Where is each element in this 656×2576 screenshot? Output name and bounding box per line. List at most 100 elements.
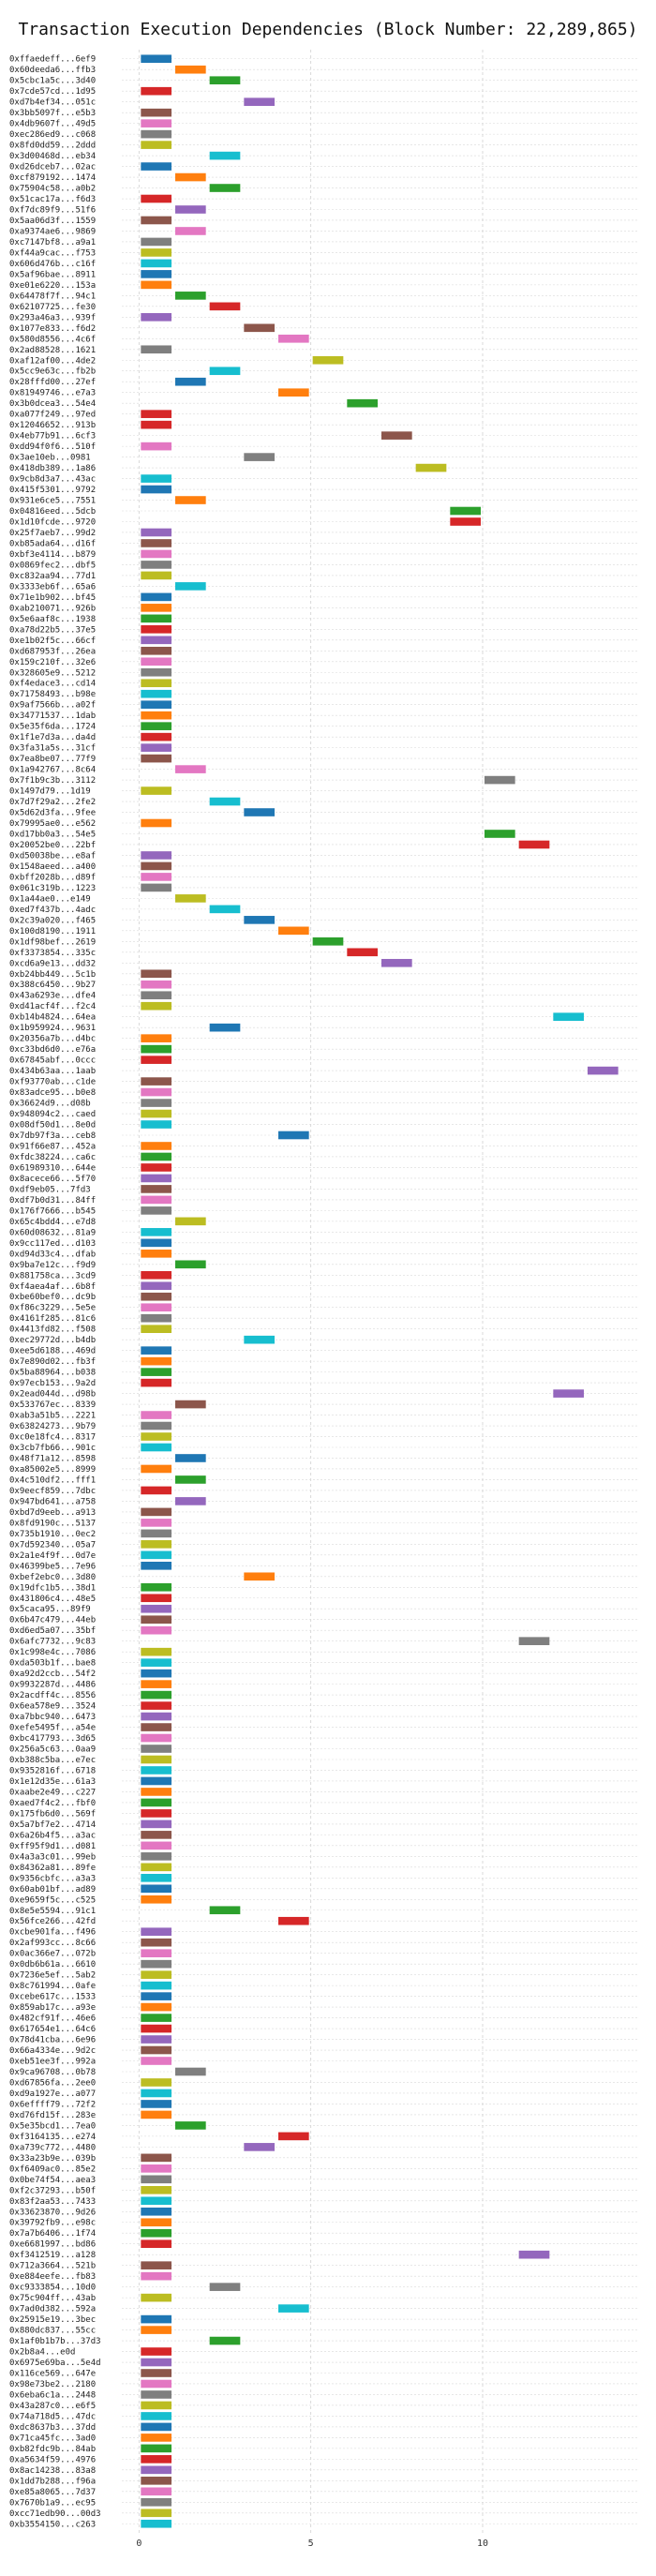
tx-bar — [175, 1217, 206, 1226]
tx-label: 0xc7147bf8...a9a1 — [9, 238, 96, 247]
tx-bar — [209, 905, 241, 914]
tx-label: 0x8ac14238...83a8 — [9, 2466, 96, 2476]
tx-bar — [175, 1497, 206, 1505]
tx-bar — [175, 1400, 206, 1409]
tx-label: 0xa077f249...97ed — [9, 411, 96, 420]
tx-bar — [244, 1572, 275, 1581]
tx-bar — [141, 1766, 171, 1775]
tx-bar — [141, 119, 171, 127]
tx-label: 0x56fce266...42fd — [9, 1917, 96, 1926]
tx-label: 0xcebe617c...1533 — [9, 1993, 96, 2002]
tx-bar — [141, 2412, 171, 2420]
tx-bar — [347, 948, 378, 957]
tx-label: 0xee5d6188...469d — [9, 1347, 96, 1356]
tx-bar — [141, 969, 171, 979]
tx-bar — [141, 1099, 171, 1107]
tx-label: 0x735b1910...0ec2 — [9, 1530, 96, 1539]
tx-bar — [141, 1346, 171, 1355]
tx-bar — [175, 1475, 206, 1484]
tx-label: 0x1b959924...9631 — [9, 1024, 96, 1033]
tx-label: 0x9352816f...6718 — [9, 1766, 96, 1775]
tx-label: 0x159c210f...32e6 — [9, 658, 96, 667]
tx-label: 0x6afc7732...9c83 — [9, 1638, 96, 1647]
tx-bar — [141, 2497, 171, 2507]
tx-bar — [141, 410, 171, 418]
tx-label: 0x3bb5097f...e5b3 — [9, 109, 96, 118]
tx-bar — [518, 2250, 550, 2259]
tx-bar — [141, 1507, 171, 1517]
tx-bar — [175, 205, 206, 214]
tx-bar — [141, 883, 171, 892]
tx-bar — [141, 786, 171, 795]
tx-bar — [141, 1562, 171, 1570]
chart-title: Transaction Execution Dependencies (Bloc… — [18, 20, 637, 39]
tx-label: 0xe85a8065...7d37 — [9, 2488, 96, 2497]
tx-bar — [141, 722, 171, 730]
tx-bar — [141, 2444, 171, 2453]
tx-label: 0x5e6aaf8c...1938 — [9, 615, 96, 624]
tx-bar — [141, 1303, 171, 1312]
tx-label: 0x712a3664...521b — [9, 2262, 96, 2271]
tx-label: 0x0869fec2...dbf5 — [9, 561, 96, 570]
tx-bar — [141, 2314, 171, 2324]
tx-label: 0x415f5301...9792 — [9, 486, 96, 495]
tx-bar — [141, 2175, 171, 2184]
x-tick-label: 10 — [477, 2539, 488, 2549]
tx-label: 0xf4edace3...cd14 — [9, 680, 96, 689]
tx-bar — [141, 1884, 171, 1894]
tx-label: 0x43a287c0...e6f5 — [9, 2402, 96, 2411]
tx-label: 0xa92d2ccb...54f2 — [9, 1670, 96, 1679]
tx-label: 0xa7bbc940...6473 — [9, 1713, 96, 1722]
tx-bar — [141, 216, 171, 225]
tx-bar — [485, 830, 515, 838]
tx-bar — [141, 2035, 171, 2044]
tx-bar — [141, 1163, 171, 1172]
tx-label: 0x8fd9190c...5137 — [9, 1519, 96, 1528]
tx-bar — [141, 2519, 171, 2528]
tx-label: 0x5cbc1a5c...3d40 — [9, 77, 96, 86]
tx-bar — [141, 1056, 171, 1064]
tx-bar — [141, 646, 171, 655]
grid-layer — [122, 50, 637, 2533]
tx-label: 0x8c761994...0afe — [9, 1982, 96, 1991]
tx-label: 0xe1b02f5c...66cf — [9, 637, 96, 646]
tx-label: 0xcc71edb90...00d3 — [9, 2509, 101, 2519]
tx-label: 0x9cb8d3a7...43ac — [9, 475, 96, 485]
tx-label: 0x71758493...b98e — [9, 690, 96, 699]
tx-bar — [141, 1152, 171, 1161]
tx-bar — [141, 2465, 171, 2475]
tx-label: 0x9932287d...4486 — [9, 1681, 96, 1690]
tx-label: 0xf44a9cac...f753 — [9, 248, 96, 258]
tx-bar — [141, 1540, 171, 1549]
tx-bar — [141, 2261, 171, 2269]
tx-bar — [141, 162, 171, 171]
tx-label: 0xb85ada64...d16f — [9, 539, 96, 548]
tx-label: 0x84362a81...89fe — [9, 1864, 96, 1873]
tx-bar — [141, 485, 171, 494]
tx-bar — [244, 323, 275, 333]
tx-label: 0xcf879192...1474 — [9, 173, 96, 183]
tx-label: 0x5caca95...89f9 — [9, 1605, 91, 1614]
tx-bar — [141, 1368, 171, 1376]
tx-bar — [141, 700, 171, 710]
tx-label: 0x0ac366e7...072b — [9, 1950, 96, 1959]
tx-bar — [141, 2024, 171, 2033]
tx-label: 0xbff2028b...d89f — [9, 873, 96, 882]
tx-label: 0x256a5c63...0aa9 — [9, 1745, 96, 1755]
tx-label: 0xf3373854...335c — [9, 949, 96, 958]
tx-bar — [141, 442, 171, 451]
tx-label: 0x2ead044d...d98b — [9, 1390, 96, 1400]
tx-bar — [141, 1755, 171, 1764]
tx-bar — [175, 894, 206, 903]
tx-label: 0xbe60bef0...dc9b — [9, 1293, 96, 1302]
tx-label: 0x36624d9...d08b — [9, 1100, 91, 1109]
tx-label: 0x6b47c479...44eb — [9, 1616, 96, 1625]
tx-label: 0x6975e69ba...5e4d — [9, 2359, 101, 2368]
tx-label: 0x43a6293e...dfe4 — [9, 992, 96, 1001]
tx-label: 0x1af0b1b7b...37d3 — [9, 2337, 101, 2346]
tx-bar — [175, 65, 206, 74]
tx-label: 0xf2c37293...b50f — [9, 2186, 96, 2195]
tx-label: 0xb388c5ba...e7ec — [9, 1756, 96, 1765]
tx-label: 0xf93770ab...c1de — [9, 1078, 96, 1087]
tx-bar — [141, 1443, 171, 1452]
